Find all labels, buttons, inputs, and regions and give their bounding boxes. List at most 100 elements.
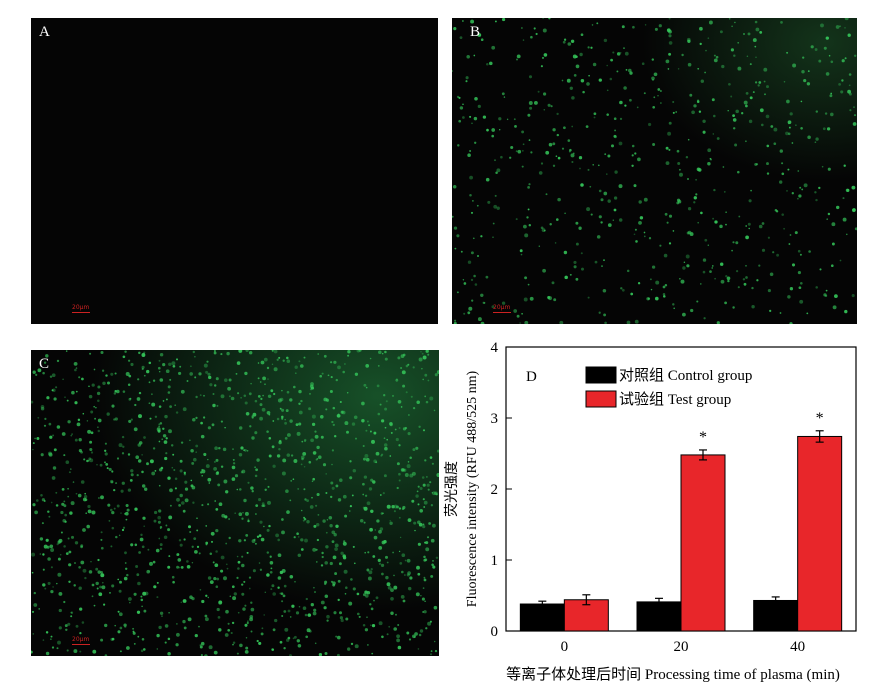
cell-spot bbox=[668, 214, 673, 218]
cell-spot bbox=[39, 537, 44, 541]
cell-spot bbox=[283, 584, 287, 588]
cell-spot bbox=[480, 235, 483, 238]
cell-spot bbox=[780, 21, 783, 24]
cell-spot bbox=[306, 520, 310, 524]
cell-spot bbox=[71, 433, 73, 435]
cell-spot bbox=[95, 406, 97, 409]
cell-spot bbox=[350, 578, 353, 581]
cell-spot bbox=[161, 615, 163, 617]
cell-spot bbox=[309, 505, 314, 509]
cell-spot bbox=[318, 653, 323, 656]
cell-spot bbox=[429, 456, 433, 459]
cell-spot bbox=[124, 551, 127, 555]
cell-spot bbox=[407, 363, 410, 366]
cell-spot bbox=[542, 268, 546, 273]
cell-spot bbox=[651, 265, 656, 269]
cell-spot bbox=[770, 125, 774, 128]
cell-spot bbox=[423, 610, 427, 614]
cell-spot bbox=[358, 615, 361, 618]
cell-spot bbox=[232, 643, 234, 646]
cell-spot bbox=[787, 120, 792, 125]
cell-spot bbox=[548, 18, 551, 20]
cell-spot bbox=[337, 498, 342, 502]
cell-spot bbox=[533, 27, 536, 30]
cell-spot bbox=[501, 18, 506, 22]
cell-spot bbox=[787, 132, 791, 136]
cell-spot bbox=[712, 133, 715, 135]
cell-spot bbox=[625, 69, 628, 71]
cell-spot bbox=[453, 226, 458, 230]
cell-spot bbox=[799, 253, 802, 256]
cell-spot bbox=[494, 20, 497, 23]
cell-spot bbox=[413, 521, 417, 525]
cell-spot bbox=[331, 486, 335, 490]
cell-spot bbox=[218, 446, 221, 450]
cell-spot bbox=[405, 364, 409, 368]
cell-spot bbox=[289, 575, 294, 579]
cell-spot bbox=[168, 611, 170, 614]
cell-spot bbox=[526, 216, 529, 219]
cell-spot bbox=[90, 560, 92, 563]
cell-spot bbox=[373, 431, 377, 435]
cell-spot bbox=[571, 96, 575, 100]
cell-spot bbox=[818, 59, 822, 63]
cell-spot bbox=[353, 415, 358, 420]
cell-spot bbox=[87, 459, 90, 462]
cell-spot bbox=[610, 58, 613, 62]
cell-spot bbox=[550, 105, 553, 108]
cell-spot bbox=[82, 412, 85, 415]
cell-spot bbox=[110, 372, 114, 376]
cell-spot bbox=[515, 150, 518, 153]
cell-spot bbox=[116, 457, 120, 460]
cell-spot bbox=[81, 621, 85, 624]
cell-spot bbox=[528, 75, 533, 79]
cell-spot bbox=[289, 616, 292, 618]
cell-spot bbox=[325, 408, 328, 411]
cell-spot bbox=[588, 74, 590, 77]
cell-spot bbox=[422, 483, 426, 487]
cell-spot bbox=[183, 626, 187, 630]
cell-spot bbox=[603, 191, 608, 196]
cell-spot bbox=[249, 617, 254, 622]
cell-spot bbox=[644, 24, 647, 26]
cell-spot bbox=[260, 632, 264, 636]
cell-spot bbox=[815, 198, 818, 202]
cell-spot bbox=[273, 392, 276, 396]
cell-spot bbox=[486, 128, 489, 132]
cell-spot bbox=[199, 589, 202, 591]
cell-spot bbox=[220, 353, 223, 356]
cell-spot bbox=[301, 440, 304, 443]
cell-spot bbox=[411, 499, 415, 503]
cell-spot bbox=[779, 149, 783, 153]
cell-spot bbox=[290, 480, 293, 482]
cell-spot bbox=[335, 378, 338, 382]
cell-spot bbox=[418, 425, 421, 428]
cell-spot bbox=[384, 357, 388, 361]
cell-spot bbox=[305, 597, 308, 601]
cell-spot bbox=[521, 27, 523, 29]
cell-spot bbox=[56, 542, 59, 546]
cell-spot bbox=[409, 456, 412, 460]
cell-spot bbox=[563, 38, 567, 41]
cell-spot bbox=[169, 378, 172, 381]
cell-spot bbox=[32, 370, 36, 374]
cell-spot bbox=[339, 611, 342, 615]
cell-spot bbox=[40, 494, 43, 497]
cell-spot bbox=[246, 551, 249, 554]
cell-spot bbox=[613, 134, 617, 138]
cell-spot bbox=[535, 32, 538, 36]
cell-spot bbox=[48, 451, 52, 456]
cell-spot bbox=[380, 512, 384, 515]
cell-spot bbox=[848, 92, 852, 96]
cell-spot bbox=[292, 637, 295, 640]
cell-spot bbox=[194, 355, 196, 358]
scale-bar-label-c: 20μm bbox=[72, 636, 90, 643]
cell-spot bbox=[728, 82, 731, 86]
cell-spot bbox=[174, 487, 177, 490]
cell-spot bbox=[42, 568, 45, 571]
cell-spot bbox=[59, 553, 62, 556]
cell-spot bbox=[476, 204, 479, 207]
cell-spot bbox=[454, 247, 457, 250]
y-tick-label: 3 bbox=[491, 411, 499, 427]
cell-spot bbox=[523, 297, 528, 302]
